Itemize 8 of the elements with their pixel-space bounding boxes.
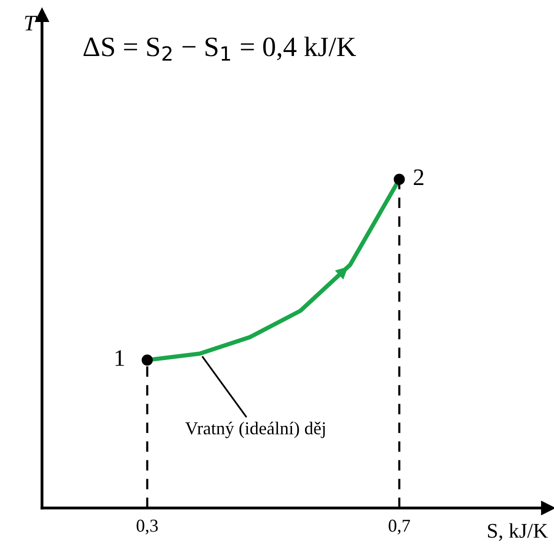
x-tick-label: 0,7 [388,520,410,534]
text: T [25,16,38,30]
annotation: 1 [116,350,124,366]
x-axis-title: S, kJ/K [488,523,548,541]
chart-title: ΔS = S$_{2}$ − S$_{1}$ = 0,4 kJ/K [84,36,356,61]
x-tick-label: 0,3 [136,520,158,534]
annotation: Vratný (ideální) děj [185,422,325,438]
annotation: 2 [414,169,424,186]
